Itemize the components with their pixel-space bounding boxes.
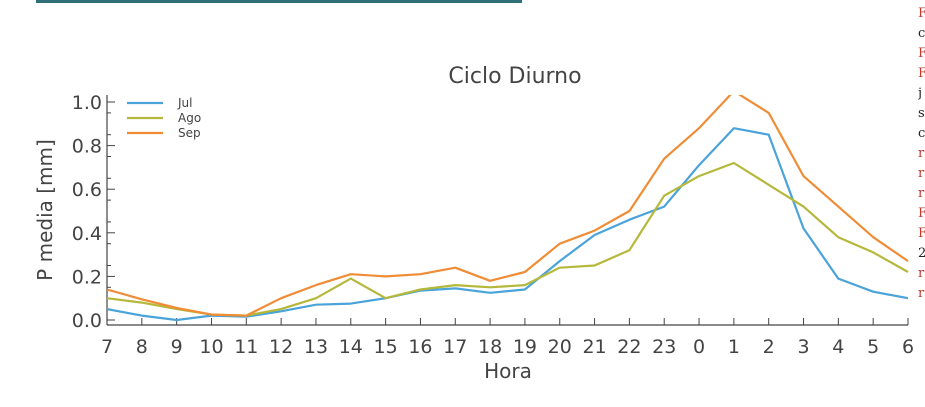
side-text-char: c <box>918 126 925 141</box>
y-tick-label: 1.0 <box>72 92 102 114</box>
y-tick-label: 0.2 <box>72 266 102 288</box>
x-tick-label: 10 <box>199 336 223 358</box>
x-tick-label: 8 <box>136 336 148 358</box>
side-text-char: r <box>918 186 925 201</box>
x-tick-label: 5 <box>867 336 879 358</box>
x-tick-label: 3 <box>797 336 809 358</box>
legend-label: Sep <box>178 126 201 140</box>
side-text-char: r <box>918 166 925 181</box>
x-tick-label: 1 <box>728 336 740 358</box>
side-text-char: F <box>918 6 925 21</box>
side-text-char: r <box>918 266 925 281</box>
x-tick-label: 21 <box>582 336 606 358</box>
x-tick-label: 7 <box>101 336 113 358</box>
x-tick-label: 14 <box>339 336 363 358</box>
x-tick-label: 20 <box>548 336 572 358</box>
x-tick-label: 2 <box>763 336 775 358</box>
series-line-sep <box>107 95 909 317</box>
y-axis-label: P media [mm] <box>33 139 57 281</box>
side-text-char: F <box>918 46 925 61</box>
x-tick-label: 18 <box>478 336 502 358</box>
side-text-char: j <box>918 86 923 101</box>
y-tick-label: 0.4 <box>72 223 102 245</box>
side-text-char: F <box>918 226 925 241</box>
x-tick-label: 22 <box>617 336 641 358</box>
x-tick-label: 19 <box>513 336 537 358</box>
x-tick-label: 15 <box>374 336 398 358</box>
axes: 0.00.20.40.60.81.07 8 9 10 11 12 13 14 15 16 17 18 1… <box>72 92 914 358</box>
y-tick-label: 0.0 <box>72 310 102 332</box>
y-tick-label: 0.8 <box>72 136 102 158</box>
side-text-char: F <box>918 66 925 81</box>
x-tick-label: 9 <box>171 336 183 358</box>
x-axis-label: Hora <box>484 359 532 383</box>
side-text-char: r <box>918 286 925 301</box>
x-tick-label: 23 <box>652 336 676 358</box>
side-text-char: s <box>918 106 925 121</box>
series-lines <box>107 95 909 322</box>
side-text-char: c <box>918 26 925 41</box>
x-tick-label: 0 <box>693 336 705 358</box>
x-tick-label: 12 <box>269 336 293 358</box>
series-line-jul <box>107 127 909 322</box>
x-tick-label: 4 <box>832 336 844 358</box>
legend-label: Ago <box>178 111 201 125</box>
x-tick-label: 11 <box>234 336 258 358</box>
side-text-char: F <box>918 206 925 221</box>
legend-label: Jul <box>177 96 192 110</box>
top-rule <box>36 0 522 3</box>
x-tick-label: 17 <box>443 336 467 358</box>
side-text-char: r <box>918 146 925 161</box>
y-tick-label: 0.6 <box>72 179 102 201</box>
x-tick-label: 16 <box>408 336 432 358</box>
chart-title: Ciclo Diurno <box>448 64 581 89</box>
x-tick-label: 6 <box>902 336 914 358</box>
side-text-char: 2 <box>918 246 925 261</box>
x-tick-label: 13 <box>304 336 328 358</box>
